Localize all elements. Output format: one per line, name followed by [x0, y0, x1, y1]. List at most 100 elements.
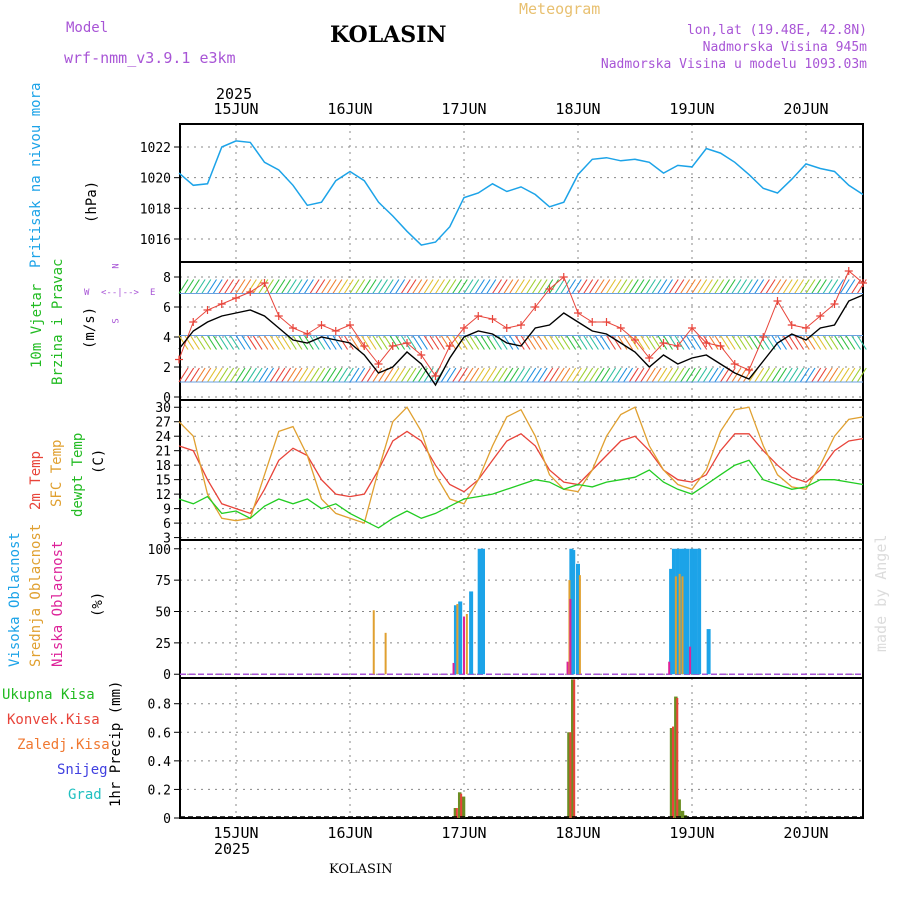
wind-barb	[440, 367, 451, 383]
date-label-bottom: 17JUN	[441, 824, 486, 842]
wind-barb	[446, 367, 457, 383]
wind-barb	[372, 279, 383, 294]
wind-gust-marker	[217, 300, 226, 308]
date-label-top: 17JUN	[441, 100, 486, 118]
wind-barb	[520, 335, 531, 350]
wind-barb	[366, 335, 377, 350]
wind-barb	[372, 335, 383, 350]
wind-barb	[469, 367, 480, 383]
wind-barb	[452, 367, 463, 383]
wind-barb	[423, 335, 434, 350]
precip-total-bar	[453, 808, 458, 818]
y-tick-label: 1016	[140, 233, 171, 248]
wind-barb	[782, 367, 793, 383]
wind-barb	[514, 335, 525, 350]
wind-barb	[378, 279, 388, 294]
wind-barb	[805, 367, 816, 383]
wind-barb	[474, 335, 485, 350]
wind-barb	[492, 367, 502, 383]
wind-gust-marker	[431, 372, 440, 380]
y-tick-label: 0	[163, 812, 171, 827]
cloud-mid-bar	[384, 632, 387, 675]
wind-barb	[207, 279, 217, 294]
wind-gust-marker	[360, 342, 369, 350]
precip-convective-bar	[460, 793, 463, 818]
wind-barb	[184, 279, 195, 294]
wind-barb	[765, 367, 776, 383]
precip-convective-bar	[569, 732, 572, 818]
wind-barb	[577, 367, 588, 383]
cloud-high-bar	[481, 548, 485, 675]
wind-barb	[486, 335, 497, 350]
wind-barb	[503, 335, 514, 350]
y-tick-label: 0	[163, 391, 171, 406]
y-tick-label: 50	[155, 606, 171, 621]
footer-station: KOLASIN	[329, 862, 393, 877]
wind-barb	[486, 367, 497, 383]
wind-barb	[258, 279, 269, 294]
wind-barb	[235, 367, 246, 383]
wind-barb	[212, 335, 223, 350]
wind-barb	[560, 279, 571, 294]
wind-barb	[526, 367, 537, 383]
wind-barb	[195, 335, 206, 350]
wind-barb	[788, 335, 799, 350]
wind-barb	[201, 279, 212, 294]
wind-barb	[503, 367, 514, 383]
precip-total-bar	[674, 696, 678, 818]
precip-total-bar	[461, 796, 466, 818]
wind-barb	[834, 335, 844, 350]
wind-barb	[731, 279, 742, 294]
wind-barb	[771, 335, 782, 350]
wind-barb	[680, 335, 691, 350]
cloud-low-bar	[569, 598, 572, 675]
wind-barb	[583, 367, 594, 383]
wind-barb	[241, 367, 252, 383]
y-tick-label: 30	[155, 401, 171, 416]
wind-barb	[691, 279, 702, 294]
y-tick-label: 100	[148, 543, 171, 558]
wind-barb	[571, 279, 582, 294]
wind-gust-marker	[716, 342, 725, 350]
wind-barb	[748, 335, 759, 350]
wind-barb	[332, 367, 343, 383]
date-label-bottom: 20JUN	[783, 824, 828, 842]
wind-barb	[480, 367, 491, 383]
wind-barb	[224, 279, 235, 294]
wind-barb	[423, 279, 434, 294]
wind-barb	[839, 367, 850, 383]
wind-barb	[588, 367, 599, 383]
wind-barb	[332, 279, 343, 294]
wind-barb	[452, 279, 463, 294]
wind-gust-marker	[631, 336, 639, 344]
wind-barb	[748, 279, 759, 294]
wind-barb	[549, 335, 559, 350]
wind-barb	[400, 279, 411, 294]
wind-barb	[720, 335, 730, 350]
wind-barb	[292, 279, 303, 294]
wind-barb	[531, 335, 542, 350]
wind-barb	[509, 367, 520, 383]
wind-barb	[640, 335, 651, 350]
wind-barb	[617, 367, 628, 383]
wind-gust-marker	[559, 273, 568, 281]
y-tick-label: 0.4	[148, 755, 172, 770]
altitude-info: Nadmorska Visina 945m	[702, 40, 867, 55]
wind-barb	[469, 279, 480, 294]
lonlat-info: lon,lat (19.48E, 42.8N)	[686, 23, 867, 38]
wind-gust-marker	[474, 312, 483, 320]
wind-barb	[588, 335, 599, 350]
wind-barb	[680, 367, 691, 383]
wind-barb	[834, 367, 844, 383]
wind-gust-marker	[274, 312, 283, 320]
wind-barb	[549, 367, 559, 383]
wind-barb	[611, 367, 622, 383]
meteogram-title: Meteogram	[519, 0, 601, 18]
wind-barb	[851, 279, 862, 294]
wind-barb	[651, 279, 662, 294]
wind-barb	[298, 367, 309, 383]
wind-gust-marker	[417, 351, 426, 359]
wind-barb	[207, 335, 217, 350]
wind-gust-marker	[759, 333, 768, 341]
wind-barb	[549, 279, 559, 294]
